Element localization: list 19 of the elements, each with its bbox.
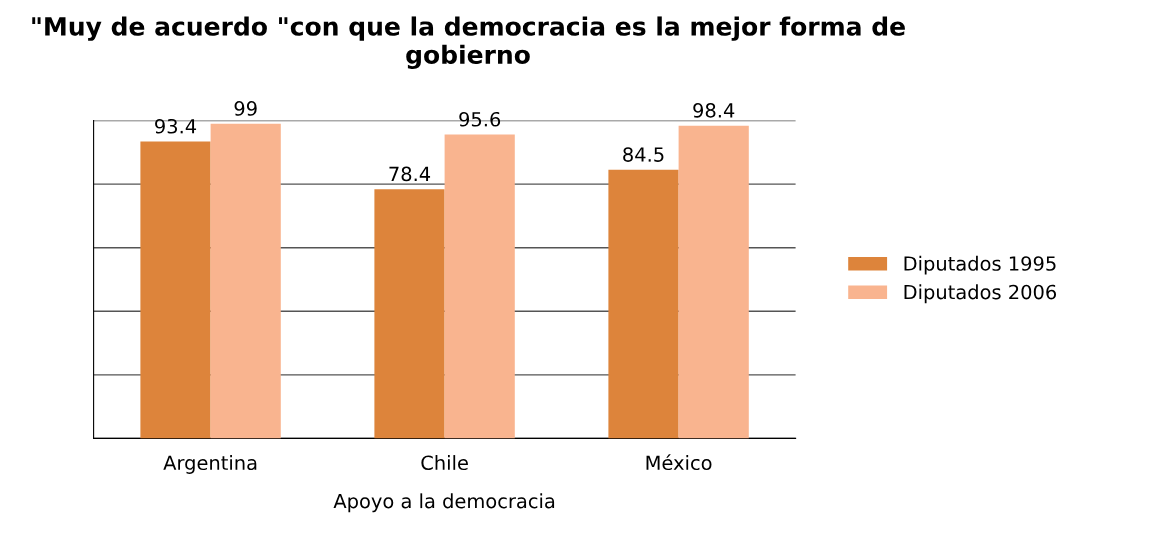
legend-label: Diputados 2006 — [904, 284, 1057, 304]
x-tick-label: México — [646, 454, 712, 471]
x-tick-label: Argentina — [163, 455, 257, 474]
bar — [608, 169, 679, 439]
data-label: 78.4 — [389, 166, 431, 182]
bar — [678, 125, 749, 439]
bar — [444, 134, 515, 439]
x-axis-title: Apoyo a la democracia — [333, 493, 555, 513]
data-label: 93.4 — [155, 118, 197, 134]
data-label: 84.5 — [623, 147, 664, 162]
data-label: 95.6 — [459, 111, 501, 127]
bar — [140, 141, 211, 439]
x-tick-label: Chile — [421, 455, 468, 471]
chart-title: "Muy de acuerdo "con que la democracia es la mejor forma de gobierno — [32, 16, 905, 70]
legend-label: Diputados 1995 — [904, 255, 1056, 275]
bar — [210, 123, 281, 439]
data-label: 99 — [234, 101, 257, 116]
data-label: 98.4 — [693, 103, 735, 118]
bar — [374, 189, 445, 439]
